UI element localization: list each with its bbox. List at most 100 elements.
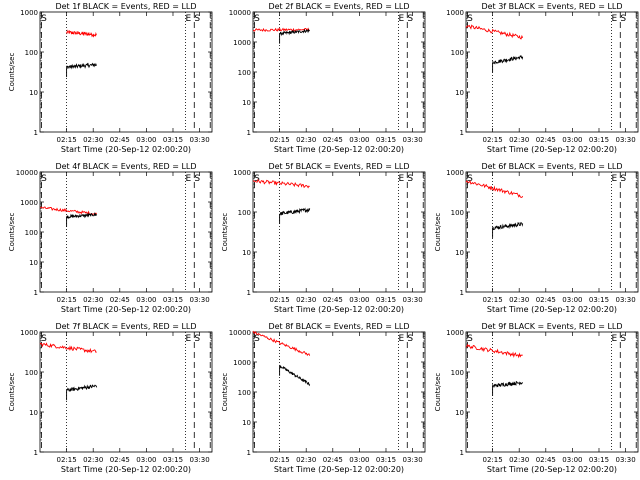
x-tick-label: 02:30 [296,136,316,144]
x-tick-label: 02:30 [83,456,103,464]
y-tick-label: 1000 [20,199,38,207]
chart-panel-5: Det 5f BLACK = Events, RED = LLD 1 10 100 10… [221,162,426,314]
y-tick-label: 100 [25,369,38,377]
x-tick-label: 03:00 [349,296,369,304]
interval-marker-letter: S [254,174,260,184]
x-tick-label: 03:15 [163,296,183,304]
lld-series-line [39,206,97,216]
chart-panel-9: Det 9f BLACK = Events, RED = LLD 1 10 100 10… [434,322,639,474]
interval-marker-letter: E [612,334,618,344]
interval-marker-letter: S [620,174,626,184]
events-series-line [66,384,98,393]
plot-frame [39,331,213,453]
x-tick-label: 03:30 [615,136,635,144]
x-tick-label: 02:30 [83,296,103,304]
chart-title: Det 2f BLACK = Events, RED = LLD [268,2,409,11]
y-tick-label: 1 [247,449,251,457]
chart-panel-6: Det 6f BLACK = Events, RED = LLD 1 10 100 10… [434,162,639,314]
x-tick-label: 03:30 [615,296,635,304]
x-tick-label: 02:15 [270,136,290,144]
y-tick-label: 10000 [16,169,38,177]
lld-series-line [252,178,310,189]
y-tick-label: 1 [247,129,251,137]
x-tick-label: 02:45 [110,456,130,464]
x-tick-label: 02:15 [57,136,77,144]
y-tick-label: 100 [238,209,251,217]
x-tick-label: 03:00 [562,296,582,304]
y-tick-label: 10 [455,409,464,417]
x-axis-label: Start Time (20-Sep-12 02:00:20) [274,465,404,474]
y-tick-label: 10 [29,259,38,267]
interval-marker-letter: E [399,14,405,24]
y-axis-label: Counts/sec [221,373,229,412]
interval-marker-letter: S [407,334,413,344]
x-tick-label: 03:00 [562,136,582,144]
interval-marker-letter: E [186,334,192,344]
x-tick-label: 03:30 [615,456,635,464]
x-tick-label: 02:45 [536,296,556,304]
y-tick-label: 10 [455,89,464,97]
interval-marker-letter: S [254,334,260,344]
plot-frame [465,11,639,133]
x-axis-label: Start Time (20-Sep-12 02:00:20) [274,305,404,314]
y-tick-label: 10000 [229,9,251,17]
x-tick-label: 02:45 [110,296,130,304]
y-tick-label: 1000 [233,39,251,47]
x-tick-label: 02:45 [323,456,343,464]
y-tick-label: 100 [238,389,251,397]
chart-panel-8: Det 8f BLACK = Events, RED = LLD 1 10 100 10… [221,322,426,474]
chart-panel-7: Det 7f BLACK = Events, RED = LLD 1 10 100 10… [8,322,213,474]
chart-panel-4: Det 4f BLACK = Events, RED = LLD 1 10 100 10… [8,162,213,314]
y-axis-label: Counts/sec [221,213,229,252]
x-tick-label: 03:15 [589,456,609,464]
interval-marker-letter: S [194,334,200,344]
chart-title: Det 3f BLACK = Events, RED = LLD [481,2,622,11]
x-tick-label: 03:30 [402,296,422,304]
y-tick-label: 1 [34,129,38,137]
x-axis-label: Start Time (20-Sep-12 02:00:20) [61,145,191,154]
y-tick-label: 1 [460,289,464,297]
y-tick-label: 10 [242,419,251,427]
interval-marker-letter: S [620,334,626,344]
plot-frame [252,171,426,293]
chart-title: Det 9f BLACK = Events, RED = LLD [481,322,622,331]
x-tick-label: 02:30 [509,296,529,304]
interval-marker-letter: S [467,14,473,24]
x-tick-label: 03:30 [189,136,209,144]
chart-panel-1: Det 1f BLACK = Events, RED = LLD 1 10 100 10… [8,2,213,154]
events-series-line [279,207,311,216]
x-tick-label: 02:30 [83,136,103,144]
interval-marker-letter: E [612,174,618,184]
x-tick-label: 02:15 [483,296,503,304]
plot-frame [39,171,213,293]
y-tick-label: 100 [451,209,464,217]
y-tick-label: 1 [34,289,38,297]
x-tick-label: 03:00 [349,456,369,464]
y-tick-label: 10 [242,249,251,257]
interval-marker-letter: E [186,14,192,24]
lld-series-line [252,330,311,357]
y-tick-label: 10 [29,89,38,97]
x-axis-label: Start Time (20-Sep-12 02:00:20) [487,145,617,154]
x-tick-label: 02:30 [296,296,316,304]
y-tick-label: 1 [460,129,464,137]
interval-marker-letter: S [41,14,47,24]
y-tick-label: 1000 [20,329,38,337]
interval-marker-letter: S [254,14,260,24]
lld-series-line [465,180,524,198]
x-tick-label: 02:45 [536,136,556,144]
lld-series-line [465,343,523,359]
chart-title: Det 7f BLACK = Events, RED = LLD [55,322,196,331]
interval-marker-letter: E [399,334,405,344]
x-tick-label: 03:15 [376,296,396,304]
x-tick-label: 02:15 [57,456,77,464]
x-tick-label: 02:30 [509,456,529,464]
x-axis-label: Start Time (20-Sep-12 02:00:20) [61,305,191,314]
y-tick-label: 10 [455,249,464,257]
interval-marker-letter: E [399,174,405,184]
x-tick-label: 03:15 [589,296,609,304]
chart-title: Det 5f BLACK = Events, RED = LLD [268,162,409,171]
interval-marker-letter: S [620,14,626,24]
y-tick-label: 10 [29,409,38,417]
